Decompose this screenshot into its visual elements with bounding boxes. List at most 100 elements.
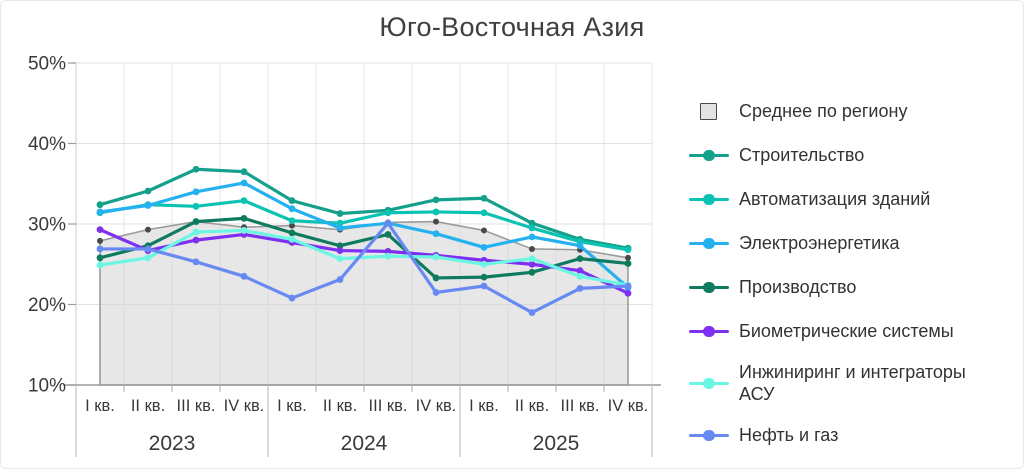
series-electric-power-line <box>98 181 630 290</box>
series-swatch-dot <box>703 429 715 441</box>
series-manufacturing-point <box>480 273 488 281</box>
series-engineering-acs-point <box>144 254 152 262</box>
legend-label: Среднее по региону <box>739 101 908 121</box>
series-construction-line <box>98 167 630 250</box>
y-tick-label: 20% <box>28 295 66 316</box>
series-construction-point <box>528 219 536 227</box>
series-engineering-acs-point <box>480 260 488 268</box>
legend-label: Биометрические системы <box>739 321 954 341</box>
series-construction-point <box>480 194 488 202</box>
legend-item-building-automation: Автоматизация зданий <box>689 185 1019 213</box>
series-oil-and-gas-point <box>576 285 584 292</box>
series-manufacturing-point <box>624 260 632 267</box>
series-building-automation-point <box>480 209 488 217</box>
legend-line-dot-icon <box>689 317 729 345</box>
average-swatch <box>700 103 717 120</box>
series-biometric-systems-point <box>384 247 392 255</box>
series-swatch-dot <box>703 149 715 161</box>
series-construction-point <box>432 196 440 204</box>
x-year-label: 2024 <box>341 432 388 455</box>
legend-label: Производство <box>739 277 857 297</box>
series-electric-power-point <box>432 230 440 238</box>
series-engineering-acs-point <box>384 252 392 260</box>
legend-item-construction: Строительство <box>689 141 1019 169</box>
x-quarter-label: IV кв. <box>224 397 265 415</box>
series-biometric-systems-point <box>96 226 104 234</box>
legend-line-dot-icon <box>689 229 729 257</box>
series-engineering-acs-point <box>528 255 536 263</box>
average-point <box>529 245 535 252</box>
series-oil-and-gas-point <box>144 245 152 253</box>
chart-title: Юго-Восточная Азия <box>379 12 645 42</box>
x-year-label: 2023 <box>149 432 196 455</box>
legend-item-oil-and-gas: Нефть и газ <box>689 421 1019 449</box>
series-engineering-acs-point <box>336 255 344 263</box>
series-building-automation-point <box>384 209 392 217</box>
series-manufacturing-point <box>528 268 536 276</box>
series-construction-point <box>96 201 104 209</box>
series-oil-and-gas-point <box>384 219 392 227</box>
series-construction-point <box>240 168 248 176</box>
series-electric-power-point <box>192 188 200 196</box>
series-biometric-systems-point <box>624 289 632 297</box>
y-tick-label: 30% <box>28 215 66 236</box>
series-biometric-systems-point <box>576 267 584 275</box>
series-swatch-dot <box>703 193 715 205</box>
legend-line-dot-icon <box>689 369 729 397</box>
average-point <box>145 226 151 233</box>
axes <box>63 62 661 457</box>
legend-item-electric-power: Электроэнергетика <box>689 229 1019 257</box>
legend: Среднее по региону Строительство Автоматиз… <box>689 97 1019 465</box>
series-construction-point <box>144 187 152 195</box>
series-building-automation-point <box>336 219 344 227</box>
series-oil-and-gas-point <box>240 272 248 280</box>
legend-square-icon <box>689 97 729 125</box>
series-oil-and-gas-point <box>192 258 200 266</box>
series-oil-and-gas-point <box>528 309 536 316</box>
series-engineering-acs-point <box>240 227 248 234</box>
series-electric-power-point <box>480 243 488 251</box>
series-electric-power-point <box>528 233 536 241</box>
y-tick-label: 10% <box>28 376 66 397</box>
average-point <box>481 227 487 234</box>
series-engineering-acs-line <box>98 228 630 287</box>
x-year-label: 2025 <box>533 432 580 455</box>
x-quarter-label: IV кв. <box>608 397 649 415</box>
series-manufacturing-point <box>336 242 344 250</box>
series-construction <box>96 165 632 252</box>
legend-item-engineering-acs: Инжиниринг и интеграторы АСУ <box>689 361 1019 405</box>
legend-label: Нефть и газ <box>739 425 839 445</box>
series-electric-power-point <box>240 179 248 187</box>
series-manufacturing-point <box>240 214 248 222</box>
series-electric-power-point <box>96 208 104 216</box>
series-engineering-acs-point <box>576 272 584 280</box>
legend-line-dot-icon <box>689 141 729 169</box>
series-building-automation <box>96 197 632 254</box>
series-electric-power-point <box>336 224 344 232</box>
series-oil-and-gas-point <box>432 289 440 296</box>
series-biometric-systems-point <box>336 247 344 254</box>
series-manufacturing-point <box>288 229 296 237</box>
legend-line-dot-icon <box>689 421 729 449</box>
legend-item-manufacturing: Производство <box>689 273 1019 301</box>
x-quarter-label: II кв. <box>323 397 357 415</box>
series-biometric-systems-point <box>528 260 536 268</box>
average-point <box>625 254 631 261</box>
legend-item-biometric-systems: Биометрические системы <box>689 317 1019 345</box>
series-building-automation-point <box>528 224 536 232</box>
y-tick-label: 40% <box>28 134 66 155</box>
legend-label: Инжиниринг и интеграторы АСУ <box>739 362 966 404</box>
series-electric-power-point <box>576 242 584 250</box>
series-manufacturing-point <box>384 231 392 238</box>
series-manufacturing-point <box>576 255 584 263</box>
series-manufacturing-point <box>96 254 104 262</box>
series-oil-and-gas-point <box>336 276 344 283</box>
x-quarter-label: II кв. <box>131 397 165 415</box>
series-building-automation-line <box>98 199 630 252</box>
series-swatch-dot <box>703 377 715 389</box>
series-oil-and-gas-point <box>288 294 296 302</box>
series-oil-and-gas-line <box>98 221 630 315</box>
series-building-automation-point <box>240 197 248 205</box>
